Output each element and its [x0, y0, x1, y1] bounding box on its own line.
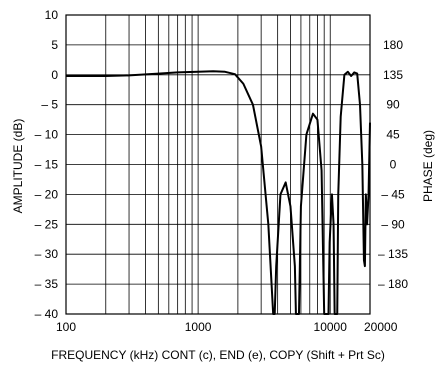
y2-tick-label: 135	[383, 68, 403, 82]
x-tick-label: 100	[56, 320, 76, 334]
y-tick-label: – 15	[35, 158, 59, 172]
y-tick-label: 0	[51, 68, 58, 82]
y-tick-label: – 10	[35, 128, 59, 142]
y2-tick-label: 45	[386, 128, 400, 142]
series-layer	[66, 70, 371, 315]
y-tick-label: – 25	[35, 217, 59, 231]
y-tick-label: 10	[45, 8, 59, 22]
x-axis-title: FREQUENCY (kHz) CONT (c), END (e), COPY …	[51, 348, 385, 362]
amplitude-series-line	[66, 70, 371, 315]
y2-tick-label: 0	[390, 158, 397, 172]
tick-labels: 10 5 0 – 5 – 10 – 15 – 20 – 25 – 30 – 35 – 40 180 13…	[35, 8, 409, 334]
y2-tick-label: – 135	[378, 247, 408, 261]
y2-tick-label: – 90	[381, 217, 405, 231]
y-tick-label: – 30	[35, 247, 59, 261]
y-tick-label: – 40	[35, 307, 59, 321]
y-tick-label: – 5	[41, 98, 58, 112]
y-tick-label: 5	[51, 38, 58, 52]
y2-tick-label: – 180	[378, 277, 408, 291]
y-tick-label: – 35	[35, 277, 59, 291]
x-tick-label: 1000	[185, 320, 212, 334]
y-tick-label: – 20	[35, 187, 59, 201]
plot-frame	[65, 14, 371, 315]
x-tick-label: 10000	[314, 320, 348, 334]
y2-tick-label: 90	[386, 98, 400, 112]
y2-axis-title: PHASE (deg)	[421, 130, 435, 202]
grid	[66, 15, 370, 314]
y2-tick-label: 180	[383, 38, 403, 52]
y-axis-title: AMPLITUDE (dB)	[11, 119, 25, 214]
y2-tick-label: – 45	[381, 187, 405, 201]
x-tick-label: 20000	[364, 320, 398, 334]
